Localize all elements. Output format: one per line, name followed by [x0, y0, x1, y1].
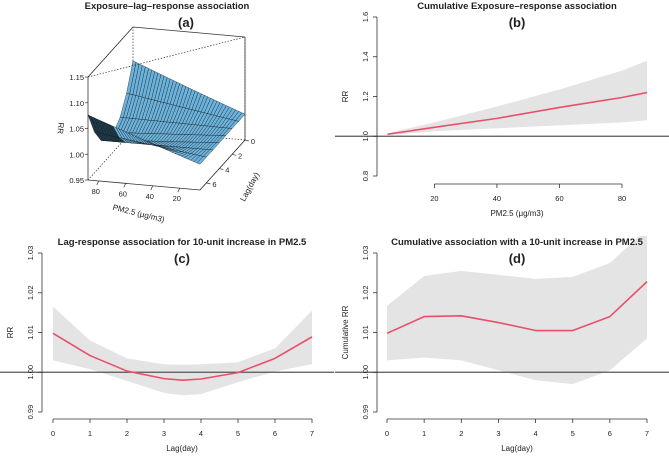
- confidence-band: [387, 236, 647, 385]
- y-tick-label: 1.03: [361, 246, 370, 261]
- x-tick-label: 7: [310, 429, 314, 438]
- y-tick-label: 1.6: [361, 12, 370, 22]
- x-tick: [150, 185, 154, 190]
- y-tick-label: 0: [251, 137, 255, 146]
- z-tick-label: 1.05: [69, 125, 84, 134]
- y-tick-label: 1.01: [361, 325, 370, 340]
- surface-facet: [196, 156, 207, 165]
- x-tick-label: 5: [236, 429, 240, 438]
- panel-label: (a): [178, 15, 194, 30]
- box-hidden-edge: [87, 36, 246, 78]
- panel-c: [0, 252, 334, 423]
- y-tick-label: 2: [238, 151, 242, 160]
- rr-line: [387, 91, 648, 136]
- x-tick-label: 40: [493, 194, 501, 203]
- x-tick-label: 40: [146, 192, 154, 201]
- x-tick-label: 5: [571, 429, 575, 438]
- y-tick-label: 6: [212, 180, 216, 189]
- y-tick-label: 1.0: [361, 131, 370, 141]
- x-tick-label: 20: [173, 194, 181, 203]
- x-tick: [177, 188, 181, 193]
- y-axis-label: Cumulative RR: [341, 305, 350, 359]
- y-axis-label: Lag(day): [238, 170, 261, 202]
- x-axis-label: PM2.5 (μg/m3): [490, 209, 543, 218]
- x-tick-label: 2: [125, 429, 129, 438]
- x-tick-label: 80: [92, 187, 100, 196]
- box-edge: [199, 139, 246, 191]
- y-tick-label: 1.2: [361, 91, 370, 101]
- z-axis-label: RR: [55, 122, 65, 135]
- x-tick-label: 0: [51, 429, 55, 438]
- panel-label: (b): [509, 15, 526, 30]
- y-tick: [244, 139, 250, 142]
- y-tick: [206, 182, 211, 185]
- x-axis-label: Lag(day): [166, 444, 198, 453]
- panel-label: (c): [174, 251, 190, 266]
- panel-a: [85, 26, 250, 193]
- x-tick-label: 60: [119, 189, 127, 198]
- chart-title: Cumulative Exposure–response association: [417, 1, 617, 12]
- y-tick-label: 0.8: [361, 171, 370, 181]
- y-tick: [232, 153, 237, 156]
- x-tick-label: 4: [199, 429, 203, 438]
- confidence-band: [53, 306, 312, 396]
- y-tick-label: 1.03: [26, 246, 35, 261]
- chart-title: Cumulative association with a 10-unit in…: [391, 237, 644, 248]
- y-tick-label: 1.4: [361, 52, 370, 62]
- x-axis-label: Lag(day): [501, 444, 533, 453]
- z-tick-label: 1.00: [69, 150, 84, 159]
- y-axis-label: RR: [6, 327, 15, 339]
- x-tick: [96, 180, 100, 186]
- z-tick-label: 0.95: [69, 176, 84, 185]
- x-axis-label: PM2.5 (μg/m3): [112, 203, 166, 225]
- x-tick-label: 4: [533, 429, 537, 438]
- x-tick-label: 0: [385, 429, 389, 438]
- panel-d: [335, 236, 669, 423]
- x-tick-label: 6: [273, 429, 277, 438]
- confidence-band: [387, 60, 647, 136]
- x-tick-label: 3: [162, 429, 166, 438]
- y-tick-label: 1.02: [26, 285, 35, 300]
- x-tick-label: 60: [555, 194, 563, 203]
- y-tick-label: 1.02: [361, 285, 370, 300]
- rr-line: [386, 281, 648, 335]
- z-tick-label: 1.10: [69, 99, 84, 108]
- y-tick-label: 0.99: [361, 405, 370, 420]
- panel-b: [335, 16, 669, 188]
- x-tick-label: 2: [459, 429, 463, 438]
- x-tick: [123, 183, 127, 188]
- y-tick-label: 4: [225, 166, 229, 175]
- x-tick-label: 6: [608, 429, 612, 438]
- box-hidden-edge: [87, 129, 134, 181]
- panel-label: (d): [509, 251, 526, 266]
- x-tick-label: 1: [422, 429, 426, 438]
- y-axis-label: RR: [341, 91, 350, 103]
- chart-title: Lag-response association for 10-unit inc…: [58, 237, 307, 248]
- y-tick-label: 1.01: [26, 325, 35, 340]
- box-edge: [87, 26, 134, 78]
- y-tick-label: 0.99: [26, 405, 35, 420]
- y-tick: [219, 168, 224, 170]
- x-tick-label: 80: [618, 194, 626, 203]
- box-edge: [132, 26, 246, 38]
- z-tick-label: 1.15: [69, 73, 84, 82]
- box-edge: [87, 179, 201, 191]
- x-tick-label: 7: [645, 429, 649, 438]
- chart-title: Exposure–lag–response association: [85, 1, 250, 12]
- y-tick-label: 1.00: [26, 365, 35, 380]
- x-tick-label: 3: [496, 429, 500, 438]
- x-tick-label: 1: [88, 429, 92, 438]
- y-tick-label: 1.00: [361, 365, 370, 380]
- x-tick-label: 20: [430, 194, 438, 203]
